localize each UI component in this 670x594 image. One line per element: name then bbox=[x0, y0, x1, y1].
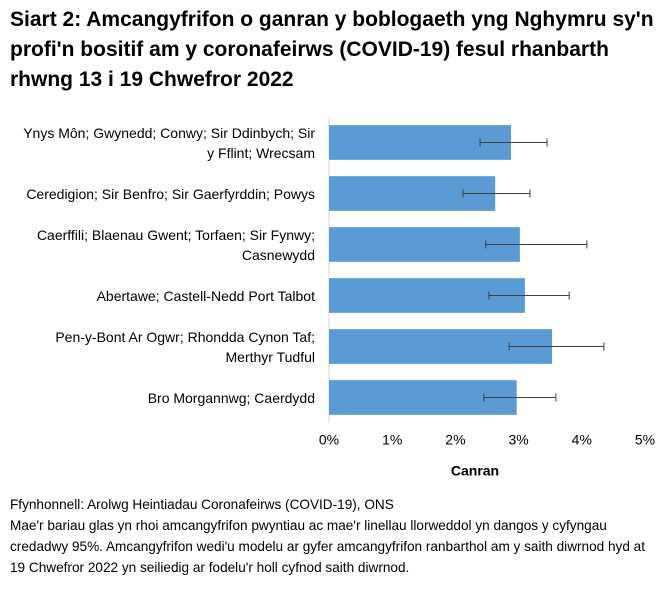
x-tick-label: 1% bbox=[382, 432, 402, 448]
x-tick-label: 3% bbox=[508, 432, 528, 448]
y-tick-label: Ynys Môn; Gwynedd; Conwy; Sir Ddinbych; … bbox=[23, 124, 315, 161]
y-tick-label: Pen-y-Bont Ar Ogwr; Rhondda Cynon Taf; M… bbox=[55, 328, 315, 365]
y-tick-label: Bro Morgannwg; Caerdydd bbox=[147, 389, 315, 406]
note: Mae'r bariau glas yn rhoi amcangyfrifon … bbox=[10, 518, 646, 575]
y-tick-label: Caerffili; Blaenau Gwent; Torfaen; Sir F… bbox=[36, 226, 315, 263]
x-tick-label: 0% bbox=[319, 432, 339, 448]
chart-title: Siart 2: Amcangyfrifon o ganran y boblog… bbox=[10, 8, 654, 91]
source: Ffynhonnell: Arolwg Heintiadau Coronafei… bbox=[10, 497, 394, 512]
footer: Ffynhonnell: Arolwg Heintiadau Coronafei… bbox=[10, 494, 650, 578]
x-tick-label: 2% bbox=[445, 432, 465, 448]
y-tick-label: Ceredigion; Sir Benfro; Sir Gaerfyrddin;… bbox=[26, 185, 315, 202]
x-tick-label: 5% bbox=[635, 432, 655, 448]
y-tick-label: Abertawe; Castell-Nedd Port Talbot bbox=[96, 287, 315, 304]
x-tick-label: 4% bbox=[572, 432, 592, 448]
x-axis-label: Canran bbox=[451, 463, 499, 479]
